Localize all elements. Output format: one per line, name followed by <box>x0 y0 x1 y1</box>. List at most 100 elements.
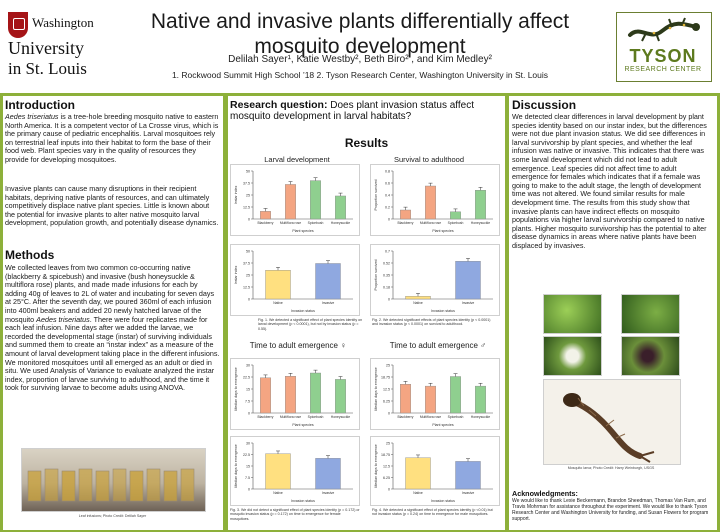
bar-native <box>265 270 291 300</box>
plant-photo-honeysuckle <box>621 294 680 334</box>
bar-honeysuckle <box>475 190 486 220</box>
y-tick-label: 0.52 <box>383 262 390 266</box>
mosquito-larva-photo <box>543 379 681 465</box>
x-tick-label: Native <box>413 301 423 305</box>
x-tick-label: Native <box>413 491 423 495</box>
y-tick-label: 37.5 <box>243 182 250 186</box>
y-tick-label: 6.25 <box>383 400 390 404</box>
y-axis-label: Median days to emergence <box>374 367 378 410</box>
y-tick-label: 18.75 <box>381 376 390 380</box>
y-tick-label: 25 <box>246 274 250 278</box>
results-heading: Results <box>344 136 389 150</box>
affiliations: 1. Rockwood Summit High School ’18 2. Ty… <box>171 70 549 80</box>
x-tick-label: Spicebush <box>448 415 464 419</box>
x-tick-label: Blackberry <box>397 221 413 225</box>
x-tick-label: Multiflora rose <box>420 415 441 419</box>
left-column: Introduction Aedes triseriatus is a tree… <box>3 96 223 530</box>
plant-photo-multiflora-rose <box>543 336 602 376</box>
y-tick-label: 0.8 <box>385 170 390 174</box>
y-axis-label: Proportion survived <box>374 180 378 211</box>
x-tick-label: Honeysuckle <box>331 221 351 225</box>
y-tick-label: 12.5 <box>383 388 390 392</box>
figure-3-caption: Fig. 3. We did not detect a significant … <box>230 508 360 521</box>
y-tick-label: 0 <box>248 412 250 416</box>
x-tick-label: Spicebush <box>308 221 324 225</box>
salamander-icon <box>628 17 700 42</box>
acknowledgments-heading: Acknowledgments: <box>512 489 578 498</box>
research-question-label: Research question: <box>230 99 328 111</box>
y-tick-label: 30 <box>246 442 250 446</box>
bar-blackberry <box>400 384 411 414</box>
y-tick-label: 6.25 <box>383 476 390 480</box>
leaf-infusions-photo <box>21 448 206 512</box>
y-tick-label: 0 <box>248 218 250 222</box>
y-tick-label: 15 <box>246 465 250 469</box>
y-tick-label: 22.5 <box>243 376 250 380</box>
figure-4-caption: Fig. 4. We detected a significant effect… <box>372 508 493 517</box>
y-tick-label: 0.35 <box>383 274 390 278</box>
y-tick-label: 25 <box>386 442 390 446</box>
x-axis-label: Invasion status <box>431 499 455 503</box>
bar-spicebush <box>450 211 461 220</box>
y-tick-label: 37.5 <box>243 262 250 266</box>
chart-survival-by-status: 0 0.18 0.35 0.52 0.7 Proportion survived Nativ… <box>370 244 500 316</box>
mosquito-larva-illustration <box>563 393 655 463</box>
university-shield-icon <box>8 12 28 38</box>
chart-male-emergence-by-status: 0 6.25 12.5 18.75 25 Median days to emergence… <box>370 436 500 506</box>
bar-invasive <box>315 263 341 300</box>
methods-paragraph: We collected leaves from two common co-o… <box>5 263 220 393</box>
bar-spicebush <box>310 180 321 220</box>
introduction-paragraph-1: Aedes triseriatus is a tree-hole breedin… <box>5 112 219 164</box>
x-tick-label: Invasive <box>322 491 335 495</box>
bar-native <box>405 457 431 490</box>
plant-photo-blackberry <box>621 336 680 376</box>
bar-spicebush <box>310 372 321 414</box>
right-column: Discussion We detected clear differences… <box>509 96 717 530</box>
x-tick-label: Spicebush <box>448 221 464 225</box>
female-emergence-title: Time to adult emergence ♀ <box>249 341 347 350</box>
bar-spicebush <box>450 376 461 414</box>
chart-female-emergence-by-status: 0 7.5 15 22.5 30 Median days to emergence Nati… <box>230 436 360 506</box>
x-axis-label: Invasion status <box>291 499 315 503</box>
x-tick-label: Multiflora rose <box>280 221 301 225</box>
wu-logo-line-1: Washington <box>32 15 94 30</box>
x-tick-label: Honeysuckle <box>331 415 351 419</box>
authors: Delilah Sayer¹, Katie Westby², Beth Biro… <box>228 54 492 65</box>
tyson-logo-name: TYSON <box>629 46 697 66</box>
x-tick-label: Multiflora rose <box>420 221 441 225</box>
bar-blackberry <box>260 211 271 220</box>
y-tick-label: 50 <box>246 250 250 254</box>
x-tick-label: Spicebush <box>308 415 324 419</box>
y-tick-label: 0 <box>388 218 390 222</box>
y-tick-label: 12.5 <box>243 286 250 290</box>
discussion-heading: Discussion <box>512 98 577 112</box>
y-tick-label: 12.5 <box>243 206 250 210</box>
introduction-heading: Introduction <box>5 98 75 112</box>
bar-multiflora-rose <box>285 184 296 220</box>
y-tick-label: 7.5 <box>245 400 250 404</box>
male-emergence-title: Time to adult emergence ♂ <box>389 341 487 350</box>
bar-blackberry <box>260 377 271 414</box>
x-tick-label: Native <box>273 491 283 495</box>
x-axis-label: Plant species <box>292 229 314 233</box>
y-tick-label: 50 <box>246 170 250 174</box>
x-axis-label: Invasion status <box>431 309 455 313</box>
chart-larval-by-status: 0 12.5 25 37.5 50 Instar index Native Invasive I… <box>230 244 360 316</box>
figure-1-caption: Fig. 1. We detected a significant effect… <box>258 318 363 331</box>
bar-multiflora-rose <box>285 376 296 414</box>
y-tick-label: 0 <box>248 298 250 302</box>
y-tick-label: 25 <box>246 194 250 198</box>
x-tick-label: Invasive <box>462 301 475 305</box>
bar-blackberry <box>400 209 411 220</box>
y-tick-label: 0.6 <box>385 182 390 186</box>
y-tick-label: 15 <box>246 388 250 392</box>
y-axis-label: Median days to emergence <box>234 444 238 487</box>
chart-female-emergence-by-species: 0 7.5 15 22.5 30 Median days to emergence Blac… <box>230 358 360 430</box>
y-axis-label: Instar index <box>234 266 238 285</box>
poster-title-line-1: Native and invasive plants differentiall… <box>150 10 570 33</box>
y-tick-label: 30 <box>246 364 250 368</box>
beakers-illustration <box>27 468 195 502</box>
x-axis-label: Plant species <box>432 423 454 427</box>
y-tick-label: 22.5 <box>243 453 250 457</box>
washington-university-logo: Washington University in St. Louis <box>8 12 94 82</box>
